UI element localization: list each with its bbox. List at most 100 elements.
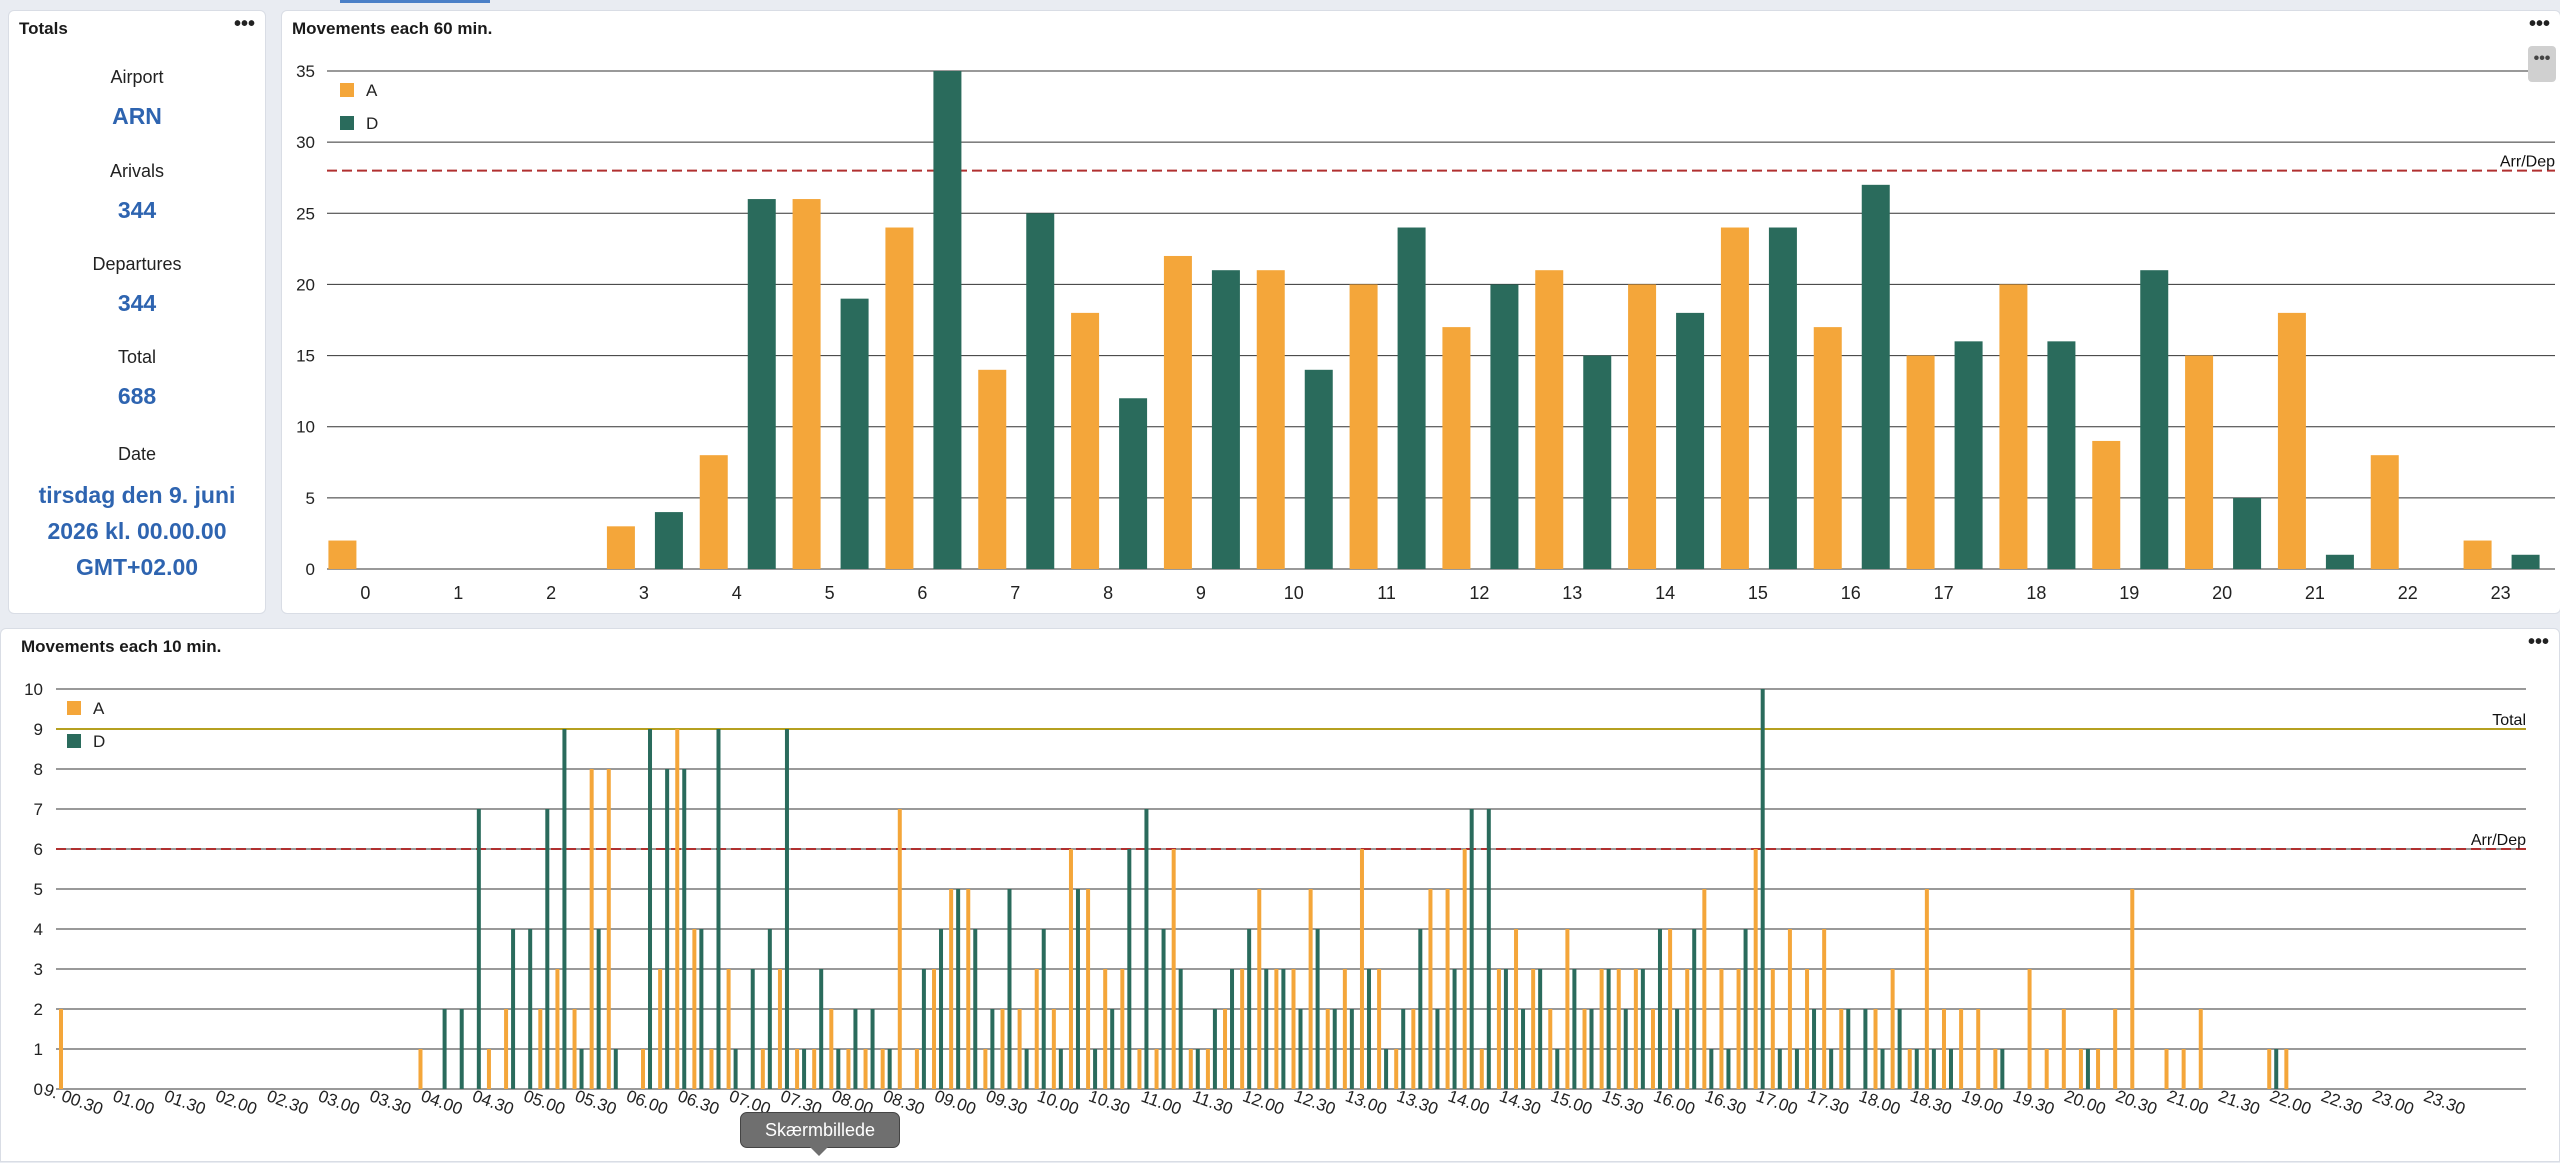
totals-title: Totals [19,19,68,38]
date-line-3: GMT+02.00 [75,554,199,580]
bar-arrivals [1813,327,1842,569]
x-tick-label: 13.00 [1343,1086,1389,1118]
bar-departures [1452,969,1457,1089]
bar-arrivals [1086,889,1091,1089]
more-dots-icon[interactable]: ••• [2527,631,2549,653]
legend-label-d: D [366,114,378,133]
x-tick-label: 18.30 [1908,1086,1954,1118]
bar-arrivals [1377,969,1382,1089]
x-tick-label: 04.00 [418,1086,464,1118]
bar-departures [1692,929,1697,1089]
x-tick-label: 17 [1934,583,1954,603]
x-tick-label: 23 [2491,583,2511,603]
bar-arrivals [1770,969,1775,1089]
bar-departures [1486,809,1491,1089]
bar-arrivals [1736,969,1741,1089]
bar-departures [1119,398,1148,569]
bar-departures [1521,1009,1526,1089]
bar-departures [1469,809,1474,1089]
bar-arrivals [1685,969,1690,1089]
x-tick-label: 12.30 [1292,1086,1338,1118]
x-tick-label: 13 [1562,583,1582,603]
more-dots-icon[interactable]: ••• [233,13,255,35]
x-tick-label: 1 [453,583,463,603]
top-tab-indicator [340,0,490,3]
bar-departures [1606,969,1611,1089]
y-tick-label: 3 [34,960,43,979]
x-tick-label: 01.00 [110,1086,156,1118]
bar-arrivals [2198,1009,2203,1089]
bar-arrivals [2463,540,2492,569]
bar-arrivals [1787,929,1792,1089]
bar-arrivals [1906,355,1935,569]
bar-departures [511,929,516,1089]
y-tick-label: 30 [296,133,315,152]
bar-arrivals [2096,1049,2101,1089]
bar-arrivals [777,969,782,1089]
x-tick-label: 7 [1010,583,1020,603]
bar-arrivals [1999,284,2028,569]
bar-arrivals [1805,969,1810,1089]
bar-departures [1110,1009,1115,1089]
y-tick-label: 0 [306,560,315,579]
x-tick-label: 11.30 [1190,1087,1235,1119]
bar-departures [784,729,789,1089]
bar-arrivals [1017,1009,1022,1089]
bar-departures [1075,889,1080,1089]
bar-arrivals [1068,849,1073,1089]
legend-label-a: A [93,699,105,718]
bar-arrivals [1428,889,1433,1089]
bar-arrivals [641,1049,646,1089]
y-tick-label: 6 [34,840,43,859]
bar-arrivals [914,1049,919,1089]
bar-departures [1058,1049,1063,1089]
bar-departures [1897,1009,1902,1089]
x-tick-label: 14.30 [1497,1086,1543,1118]
legend-label-a: A [366,81,378,100]
bar-departures [1178,969,1183,1089]
bar-arrivals [1325,1009,1330,1089]
bar-arrivals [1907,1049,1912,1089]
x-tick-label: 06.00 [624,1086,670,1118]
bar-departures [1880,1049,1885,1089]
more-dots-icon[interactable]: ••• [2528,13,2550,35]
bar-departures [2511,554,2540,569]
legend-swatch-a [340,83,354,97]
bar-departures [1264,969,1269,1089]
bar-departures [654,512,683,569]
bar-departures [1007,889,1012,1089]
x-tick-label: 05.30 [573,1086,619,1118]
bar-arrivals [572,1009,577,1089]
x-tick-label: 06.30 [675,1086,721,1118]
bar-arrivals [1548,1009,1553,1089]
y-tick-label: 4 [34,920,43,939]
x-tick-label: 01.30 [162,1086,208,1118]
bar-departures [579,1049,584,1089]
x-tick-label: 15.30 [1600,1086,1646,1118]
bar-departures [921,969,926,1089]
bar-arrivals [2370,455,2399,569]
bar-arrivals [1103,969,1108,1089]
bar-departures [853,1009,858,1089]
bar-arrivals [2284,1049,2289,1089]
bar-arrivals [538,1009,543,1089]
bar-departures [528,929,533,1089]
bar-departures [1195,1049,1200,1089]
x-tick-label: 14.00 [1446,1086,1492,1118]
bar-arrivals [658,969,663,1089]
bar-departures [699,929,704,1089]
chart-options-button[interactable]: ••• [2528,46,2556,82]
bar-arrivals [1137,1049,1142,1089]
bar-arrivals [1308,889,1313,1089]
y-tick-label: 5 [306,489,315,508]
bar-arrivals [692,929,697,1089]
x-tick-label: 17.00 [1754,1086,1800,1118]
bar-departures [1247,929,1252,1089]
bar-departures [596,929,601,1089]
bar-departures [1914,1049,1919,1089]
bar-arrivals [1993,1049,1998,1089]
bar-departures [2140,270,2169,569]
bar-arrivals [1071,312,1100,569]
ten-min-chart-title: Movements each 10 min. [21,637,222,656]
x-tick-label: 10.00 [1035,1086,1081,1118]
